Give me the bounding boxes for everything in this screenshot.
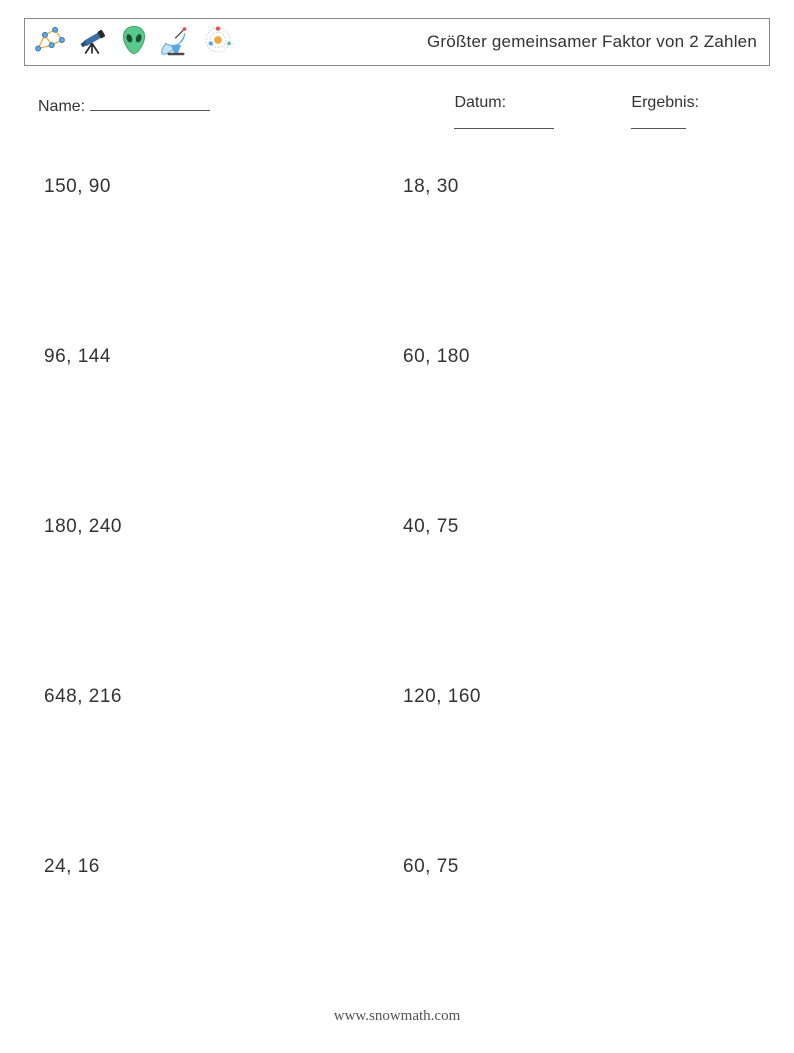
name-label: Name: (38, 98, 85, 115)
meta-row: Name: Datum: Ergebnis: (24, 94, 770, 134)
header-icon-row (33, 23, 235, 62)
meta-date-field: Datum: (454, 94, 607, 134)
problem-cell: 120, 160 (397, 686, 756, 708)
footer-url: www.snowmath.com (0, 1008, 794, 1025)
telescope-icon (75, 23, 109, 62)
worksheet-page: Größter gemeinsamer Faktor von 2 Zahlen … (0, 0, 794, 1053)
problem-cell: 40, 75 (397, 516, 756, 538)
date-label: Datum: (454, 94, 506, 111)
result-blank (631, 112, 686, 129)
problem-cell: 60, 180 (397, 346, 756, 368)
problem-cell: 60, 75 (397, 856, 756, 878)
date-blank (454, 112, 554, 129)
name-blank (90, 94, 210, 111)
graph-network-icon (33, 23, 67, 62)
satellite-dish-icon (159, 23, 193, 62)
problem-row: 648, 216 120, 160 (38, 686, 756, 856)
atom-orbit-icon (201, 23, 235, 62)
meta-result-field: Ergebnis: (631, 94, 756, 134)
problems-grid: 150, 90 18, 30 96, 144 60, 180 180, 240 … (24, 176, 770, 1026)
worksheet-title: Größter gemeinsamer Faktor von 2 Zahlen (427, 32, 757, 52)
header-box: Größter gemeinsamer Faktor von 2 Zahlen (24, 18, 770, 66)
problem-cell: 18, 30 (397, 176, 756, 198)
problem-cell: 24, 16 (38, 856, 397, 878)
problem-row: 150, 90 18, 30 (38, 176, 756, 346)
alien-icon (117, 23, 151, 62)
problem-row: 180, 240 40, 75 (38, 516, 756, 686)
problem-cell: 96, 144 (38, 346, 397, 368)
problem-cell: 648, 216 (38, 686, 397, 708)
problem-row: 96, 144 60, 180 (38, 346, 756, 516)
result-label: Ergebnis: (631, 94, 699, 111)
problem-row: 24, 16 60, 75 (38, 856, 756, 1026)
problem-cell: 180, 240 (38, 516, 397, 538)
problem-cell: 150, 90 (38, 176, 397, 198)
meta-name-field: Name: (38, 94, 454, 134)
